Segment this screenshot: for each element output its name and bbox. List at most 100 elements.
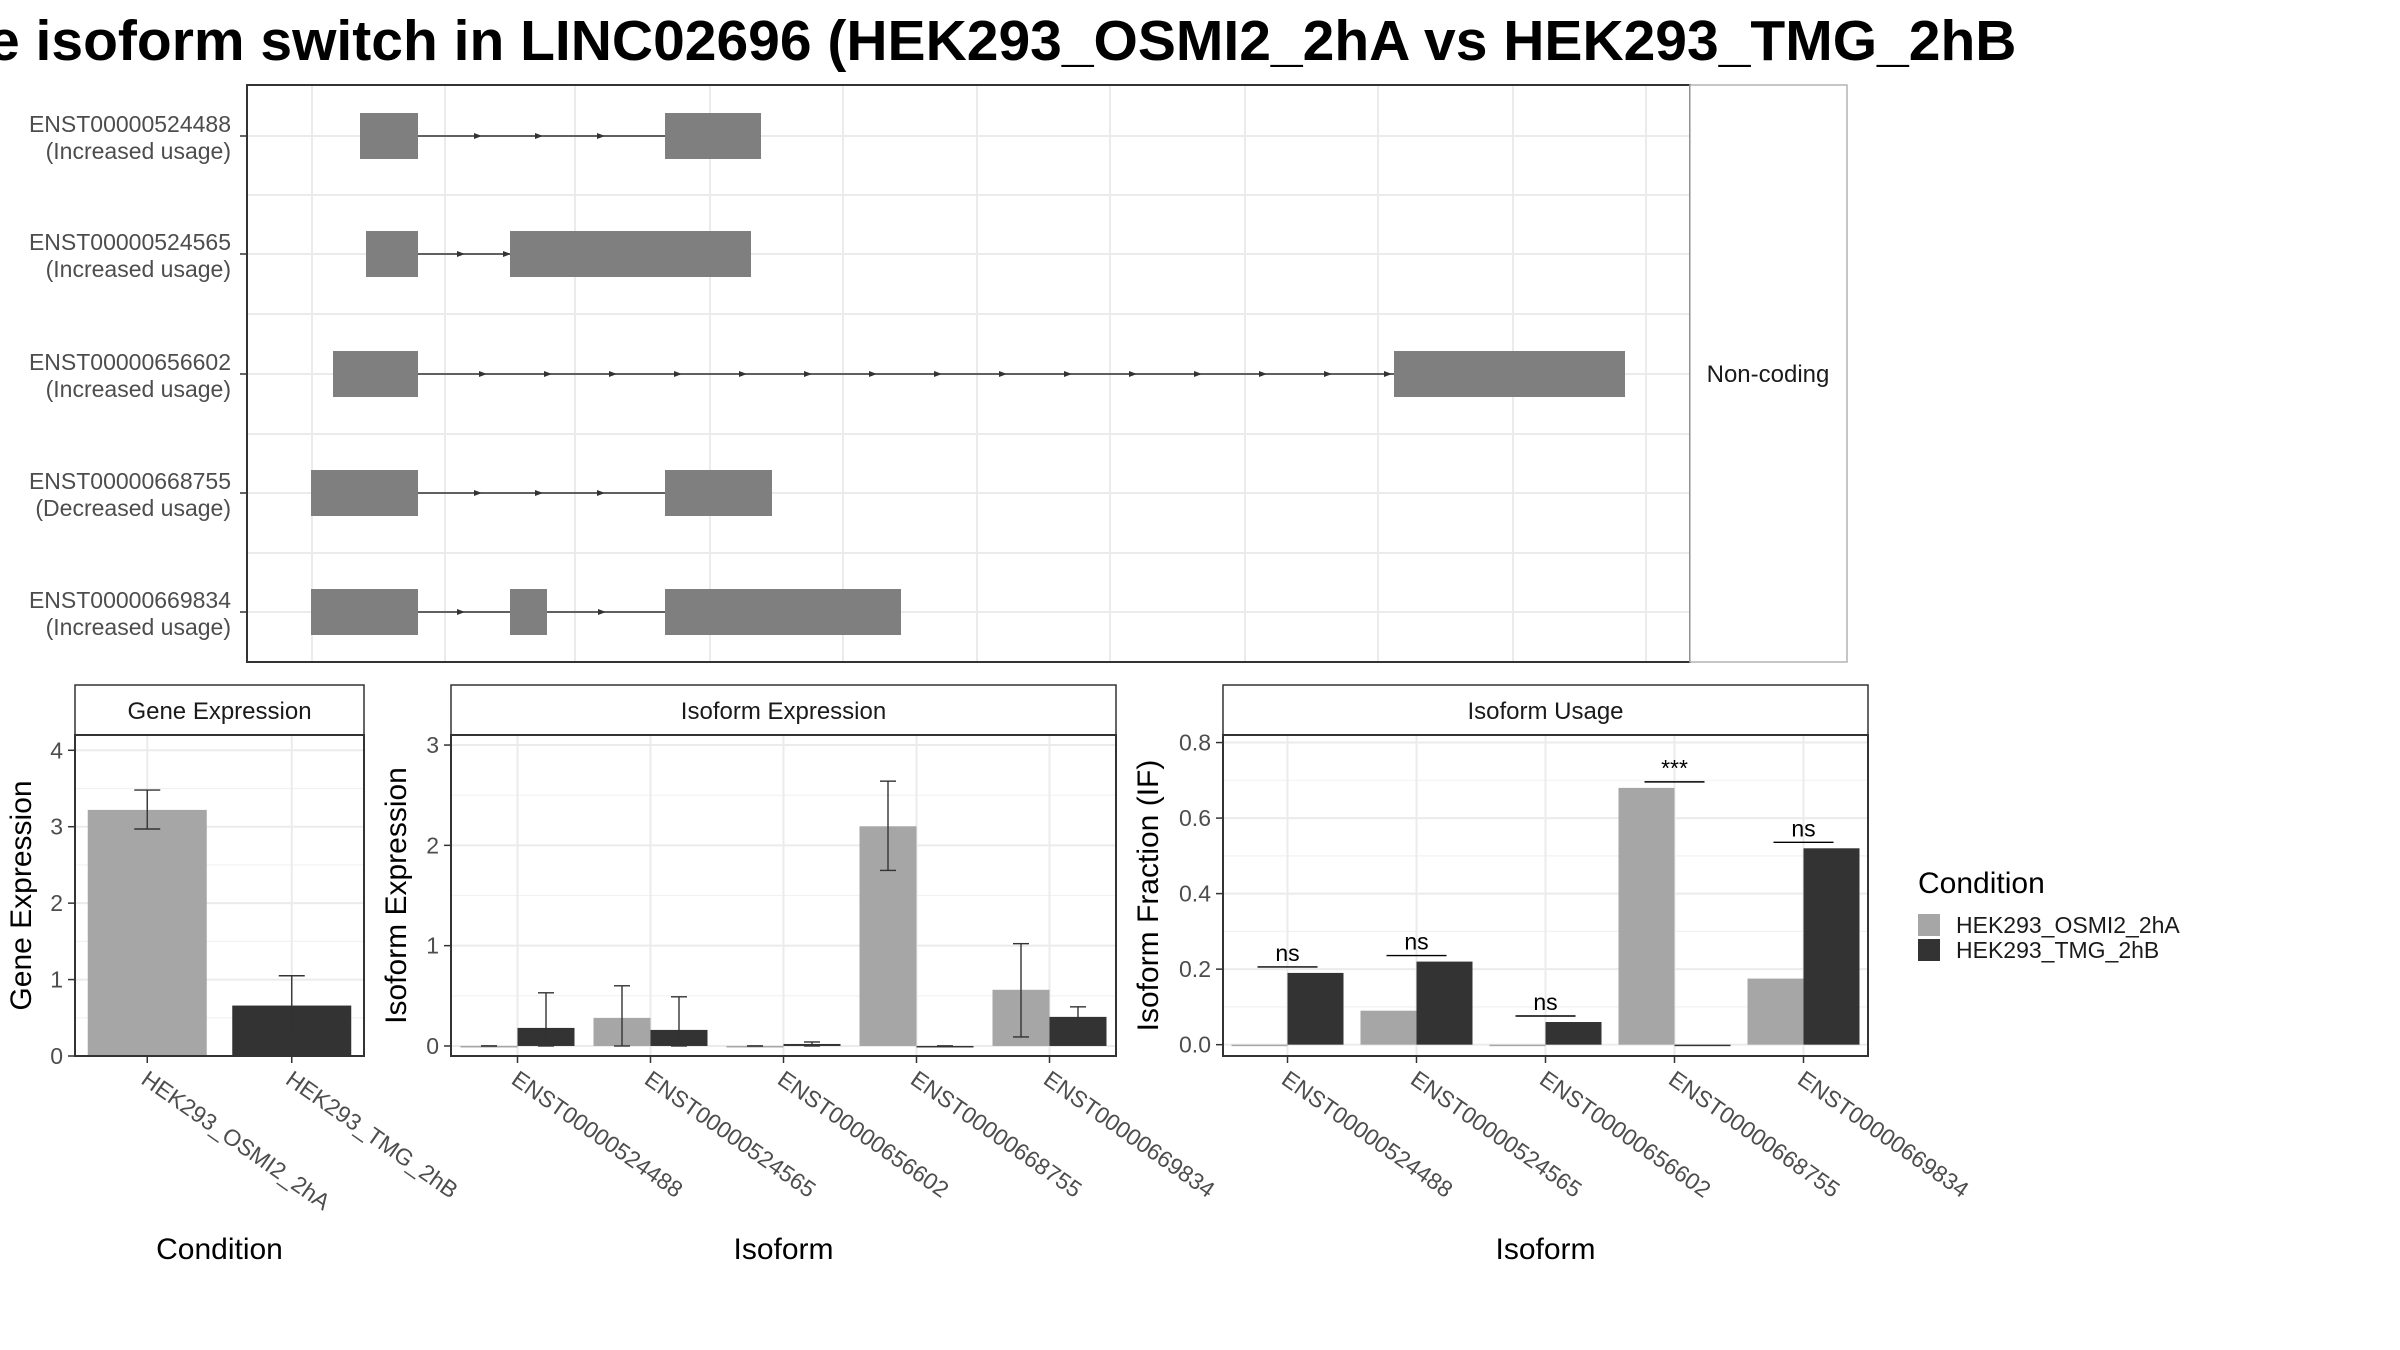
bar (1287, 972, 1344, 1045)
significance-label: ns (1404, 929, 1428, 955)
y-axis-label: Isoform Expression (380, 767, 413, 1024)
intron-arrow (474, 133, 482, 139)
bar (1231, 1044, 1288, 1047)
intron-arrow (1324, 371, 1332, 377)
exon (311, 589, 418, 635)
intron-arrow (674, 371, 682, 377)
bar (1545, 1022, 1602, 1045)
legend-swatch-osmi2 (1918, 914, 1940, 936)
bar (1803, 848, 1860, 1045)
intron-arrow (739, 371, 747, 377)
intron-arrow (457, 251, 465, 257)
bar (1674, 1044, 1731, 1047)
exon (510, 589, 547, 635)
transcript-id-label: ENST00000669834 (29, 587, 231, 613)
transcript-usage-label: (Increased usage) (46, 256, 231, 282)
intron-arrow (934, 371, 942, 377)
panel-strip (450, 684, 1117, 736)
exon (1394, 351, 1625, 397)
ytick-label: 0 (426, 1033, 439, 1059)
transcript-usage-label: (Increased usage) (46, 614, 231, 640)
legend-swatch-tmg (1918, 939, 1940, 961)
intron-arrow (1384, 371, 1392, 377)
x-axis-label: Isoform (733, 1233, 833, 1266)
exon (333, 351, 418, 397)
y-axis-label: Isoform Fraction (IF) (1132, 760, 1165, 1032)
legend-label-tmg: HEK293_TMG_2hB (1956, 937, 2159, 963)
intron-arrow (597, 133, 605, 139)
panel-strip (74, 684, 365, 736)
panel-strip (1222, 684, 1869, 736)
intron-arrow (609, 371, 617, 377)
exon (510, 231, 751, 277)
exon (665, 470, 772, 516)
ytick-label: 3 (50, 814, 63, 840)
legend-label-osmi2: HEK293_OSMI2_2hA (1956, 912, 2180, 938)
intron-arrow (535, 490, 543, 496)
legend-title: Condition (1918, 867, 2045, 900)
panel-title: Isoform Usage (1467, 698, 1623, 725)
intron-arrow (869, 371, 877, 377)
plot-border (74, 734, 365, 1057)
ytick-label: 2 (426, 832, 439, 858)
bar (460, 1045, 518, 1048)
intron-arrow (999, 371, 1007, 377)
significance-label: ns (1533, 989, 1557, 1015)
transcript-id-label: ENST00000668755 (29, 468, 231, 494)
ytick-label: 1 (50, 967, 63, 993)
transcript-usage-label: (Decreased usage) (35, 495, 231, 521)
exon (665, 589, 901, 635)
intron-arrow (457, 609, 465, 615)
y-axis-label: Gene Expression (5, 780, 38, 1010)
figure-title: e isoform switch in LINC02696 (HEK293_OS… (0, 9, 2016, 73)
intron-arrow (598, 609, 606, 615)
ytick-label: 0.0 (1179, 1032, 1211, 1058)
transcript-usage-label: (Increased usage) (46, 138, 231, 164)
panel-title: Gene Expression (127, 698, 311, 725)
ytick-label: 0 (50, 1043, 63, 1069)
intron-arrow (1129, 371, 1137, 377)
bar (1416, 961, 1473, 1045)
ytick-label: 2 (50, 890, 63, 916)
ytick-label: 3 (426, 732, 439, 758)
intron-arrow (503, 251, 511, 257)
exon (360, 113, 418, 159)
intron-arrow (474, 490, 482, 496)
ytick-label: 0.2 (1179, 956, 1211, 982)
intron-arrow (1259, 371, 1267, 377)
bar (1618, 787, 1675, 1045)
transcript-id-label: ENST00000656602 (29, 349, 231, 375)
ytick-label: 0.6 (1179, 805, 1211, 831)
bar (726, 1045, 784, 1048)
significance-label: ns (1275, 940, 1299, 966)
intron-arrow (597, 490, 605, 496)
transcript-structure-panel: ENST00000524488(Increased usage)ENST0000… (29, 84, 1848, 663)
intron-arrow (804, 371, 812, 377)
x-axis-label: Isoform (1495, 1233, 1595, 1266)
ytick-label: 0.8 (1179, 730, 1211, 756)
legend: Condition HEK293_OSMI2_2hA HEK293_TMG_2h… (1918, 867, 2180, 963)
transcript-id-label: ENST00000524565 (29, 229, 231, 255)
transcript-id-label: ENST00000524488 (29, 111, 231, 137)
transcript-usage-label: (Increased usage) (46, 376, 231, 402)
intron-arrow (479, 371, 487, 377)
significance-label: ns (1791, 815, 1815, 841)
intron-arrow (1194, 371, 1202, 377)
bar (1360, 1010, 1417, 1045)
exon (311, 470, 418, 516)
bar (87, 809, 207, 1056)
bar (916, 1045, 974, 1048)
intron-arrow (1064, 371, 1072, 377)
ytick-label: 4 (50, 737, 63, 763)
ytick-label: 0.4 (1179, 881, 1211, 907)
isoform-expression-panel: Isoform Expression0123ENST00000524488ENS… (380, 684, 1220, 1266)
significance-label: *** (1661, 755, 1688, 781)
facet-strip (1689, 84, 1848, 663)
exon (665, 113, 761, 159)
panel-title: Isoform Expression (681, 698, 886, 725)
x-axis-label: Condition (156, 1233, 283, 1266)
bar (1489, 1044, 1546, 1047)
intron-arrow (535, 133, 543, 139)
